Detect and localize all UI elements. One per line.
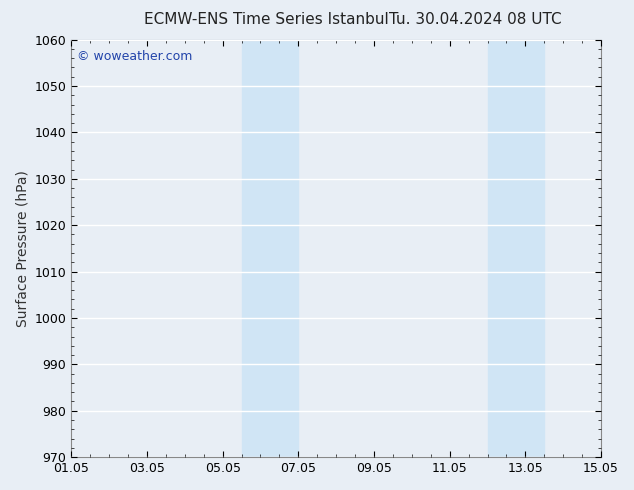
Text: ECMW-ENS Time Series Istanbul: ECMW-ENS Time Series Istanbul: [144, 12, 389, 27]
Text: Tu. 30.04.2024 08 UTC: Tu. 30.04.2024 08 UTC: [389, 12, 562, 27]
Bar: [488, 40, 545, 457]
Y-axis label: Surface Pressure (hPa): Surface Pressure (hPa): [15, 170, 29, 327]
Bar: [242, 40, 299, 457]
Text: © woweather.com: © woweather.com: [77, 50, 192, 63]
